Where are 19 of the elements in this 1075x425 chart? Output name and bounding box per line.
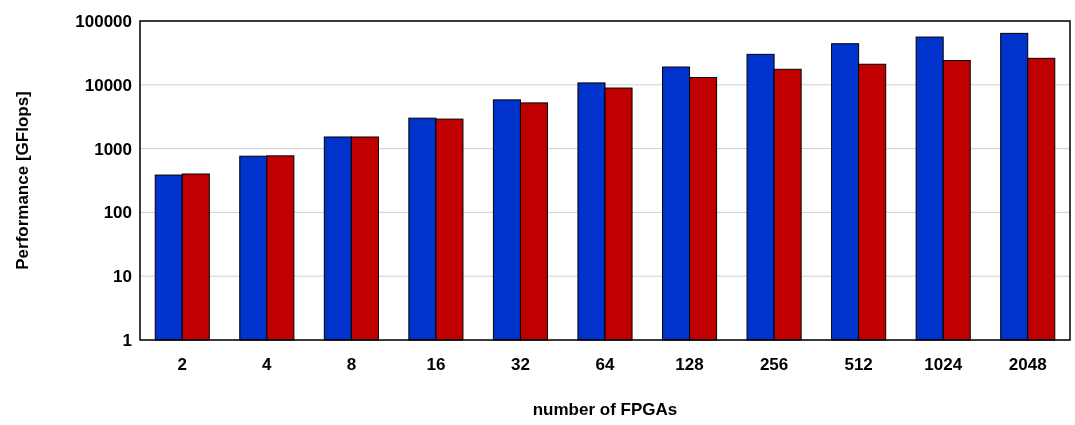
x-tick-label: 256	[759, 355, 789, 374]
x-tick-label: 1024	[924, 355, 963, 374]
x-tick-label: 8	[346, 355, 357, 374]
y-tick-label: 1	[122, 330, 132, 350]
y-tick-label: 10000	[84, 75, 132, 95]
y-tick-label: 10	[113, 267, 132, 287]
x-tick-label: 2	[177, 355, 188, 374]
y-tick-label: 100000	[75, 11, 132, 31]
x-tick-label: 64	[595, 355, 615, 374]
x-tick-label: 128	[675, 355, 704, 374]
x-tick-label: 512	[844, 355, 873, 374]
x-tick-label: 2048	[1008, 355, 1047, 374]
x-tick-label: 32	[510, 355, 530, 374]
y-axis-title: Performance [GFlops]	[13, 91, 32, 270]
x-tick-label: 4	[262, 355, 273, 374]
x-tick-label: 16	[426, 355, 446, 374]
y-tick-label: 100	[103, 203, 132, 223]
y-tick-label: 1000	[94, 139, 132, 159]
x-axis-title: number of FPGAs	[532, 400, 678, 419]
